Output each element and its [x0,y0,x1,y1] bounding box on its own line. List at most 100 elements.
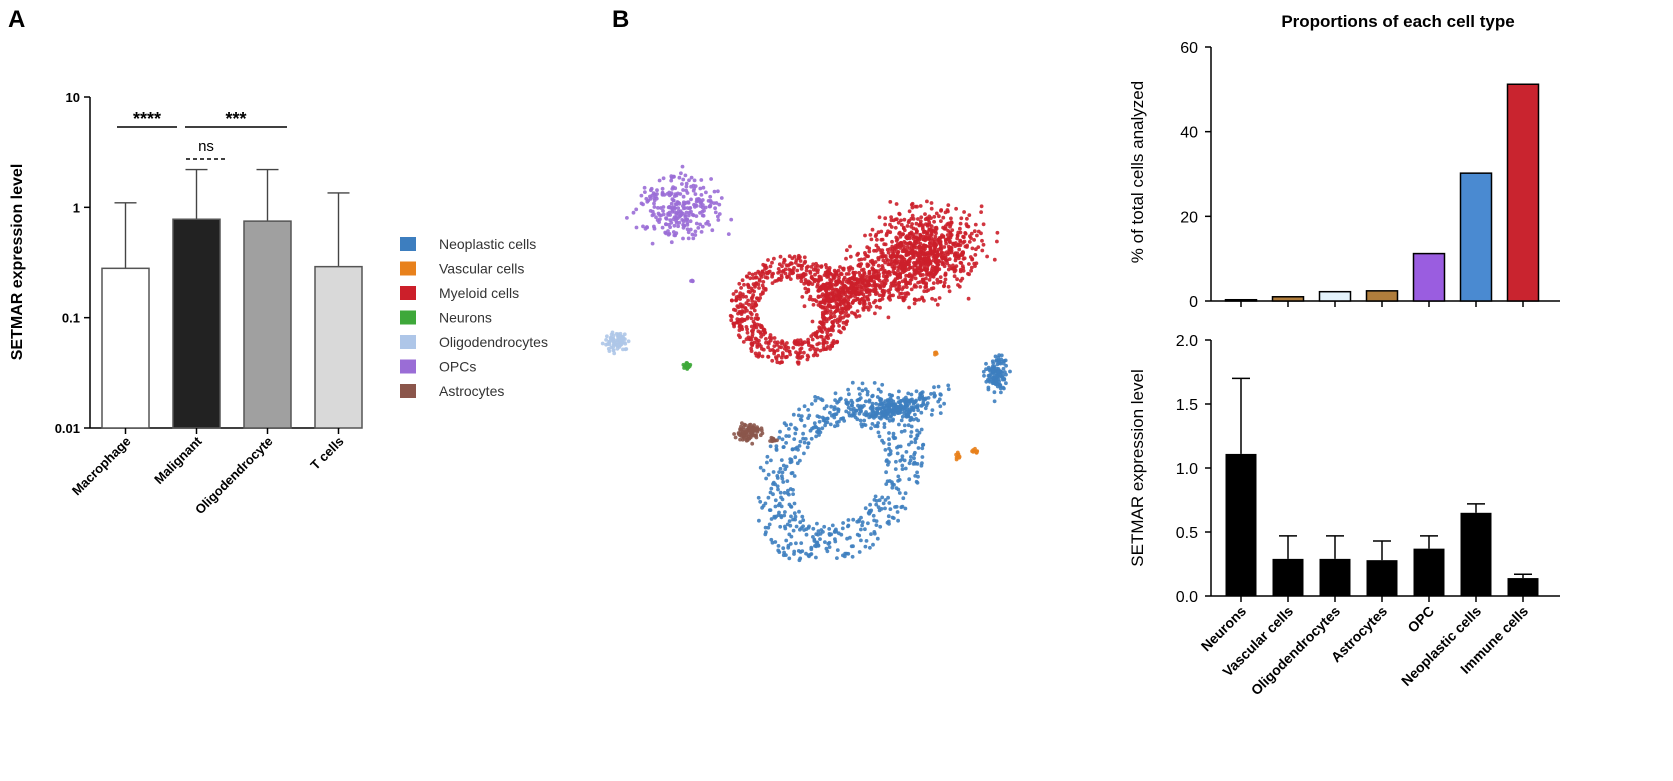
tsne-point-neoplastic-cells [986,387,991,392]
tsne-point-myeloid-cells [905,245,910,249]
tsne-point-myeloid-cells [734,295,739,299]
tsne-point-myeloid-cells [814,299,819,304]
tsne-point-myeloid-cells [889,293,893,298]
tsne-point-neoplastic-cells [999,374,1003,379]
tsne-point-myeloid-cells [751,327,756,332]
tsne-point-myeloid-cells [973,222,978,227]
tsne-point-myeloid-cells [916,240,921,245]
tsne-point-neoplastic-cells [999,357,1004,362]
tsne-point-neoplastic-cells [828,422,833,427]
tsne-point-neoplastic-cells [893,467,898,471]
tsne-point-myeloid-cells [935,280,940,285]
tsne-point-neoplastic-cells [891,431,896,436]
tsne-point-myeloid-cells [901,270,905,275]
tsne-point-myeloid-cells [760,354,765,359]
tsne-point-opcs [634,225,639,230]
tsne-point-myeloid-cells [889,215,893,220]
tsne-point-myeloid-cells [819,265,824,269]
tsne-point-neoplastic-cells [835,548,840,552]
tsne-point-myeloid-cells [806,289,811,294]
tsne-point-myeloid-cells [901,232,905,236]
tsne-point-neoplastic-cells [788,542,793,546]
tsne-point-neoplastic-cells [846,524,850,529]
tsne-point-neoplastic-cells [765,454,770,459]
proportions-y-axis-title: % of total cells analyzed [1128,81,1147,263]
tsne-point-neoplastic-cells [930,408,935,412]
tsne-point-myeloid-cells [916,217,920,221]
tsne-point-oligodendrocytes [611,333,616,338]
tsne-point-opcs [671,230,676,234]
tsne-point-neoplastic-cells [900,454,905,459]
tsne-point-neoplastic-cells [899,429,904,434]
tsne-point-myeloid-cells [917,244,922,249]
tsne-point-oligodendrocytes [611,348,616,353]
tsne-point-neoplastic-cells [895,451,900,456]
tsne-point-neoplastic-cells [809,436,814,441]
tsne-point-neoplastic-cells [872,518,876,523]
tsne-point-myeloid-cells [822,316,827,321]
tsne-point-neoplastic-cells [865,392,870,397]
tsne-point-myeloid-cells [896,220,901,225]
tsne-point-myeloid-cells [751,319,756,324]
tsne-point-opcs [686,236,691,241]
tsne-point-neoplastic-cells [872,530,877,534]
tsne-point-myeloid-cells [951,263,955,268]
tsne-point-neoplastic-cells [892,482,896,487]
tsne-point-opcs [671,198,676,203]
tsne-point-myeloid-cells [823,310,828,314]
tsne-point-neurons [685,367,690,371]
tsne-point-myeloid-cells [750,342,755,347]
tsne-point-myeloid-cells [896,295,901,300]
tsne-point-opcs [677,175,682,180]
tsne-point-myeloid-cells [865,305,870,310]
tsne-point-myeloid-cells [906,262,911,266]
tsne-point-myeloid-cells [752,324,757,329]
tsne-point-neoplastic-cells [850,380,855,385]
tsne-point-neoplastic-cells [938,404,943,409]
tsne-point-myeloid-cells [934,225,939,230]
tsne-point-myeloid-cells [772,344,777,348]
tsne-point-myeloid-cells [755,322,760,327]
tsne-point-neoplastic-cells [812,421,817,426]
tsne-point-myeloid-cells [845,248,849,253]
tsne-point-myeloid-cells [838,330,843,335]
tsne-point-neoplastic-cells [778,524,783,529]
tsne-point-neoplastic-cells [781,546,786,551]
tsne-point-opcs [666,232,671,237]
tsne-point-neoplastic-cells [869,532,873,536]
tsne-point-myeloid-cells [753,275,758,280]
panel-a-x-label: Malignant [151,433,205,487]
expression-bar-astrocytes [1366,560,1398,596]
tsne-point-opcs [694,214,699,219]
tsne-point-myeloid-cells [909,249,914,254]
tsne-point-neoplastic-cells [886,514,891,519]
tsne-point-neoplastic-cells [769,486,774,491]
tsne-point-neoplastic-cells [870,422,875,426]
expression-x-label: Neoplastic cells [1398,603,1484,689]
expression-y-tick-label: 1.0 [1176,461,1198,478]
tsne-point-myeloid-cells [831,324,835,329]
tsne-point-opcs [701,213,706,218]
tsne-point-myeloid-cells [912,271,917,275]
tsne-point-opcs [656,206,660,210]
tsne-point-neoplastic-cells [887,418,892,423]
tsne-point-myeloid-cells [821,286,825,291]
tsne-point-myeloid-cells [837,279,842,284]
tsne-point-neoplastic-cells [901,496,906,501]
tsne-point-myeloid-cells [949,248,954,253]
legend-swatch-opcs [400,359,416,374]
tsne-point-opcs [654,196,659,201]
tsne-point-myeloid-cells [756,282,761,287]
tsne-point-myeloid-cells [830,341,835,345]
tsne-point-myeloid-cells [937,259,941,263]
tsne-point-neoplastic-cells [798,520,803,525]
tsne-point-neoplastic-cells [891,516,896,520]
tsne-point-myeloid-cells [899,242,904,247]
tsne-point-opcs [713,206,717,211]
tsne-point-myeloid-cells [745,316,750,321]
tsne-point-myeloid-cells [884,274,889,279]
tsne-point-myeloid-cells [972,261,977,266]
tsne-point-myeloid-cells [841,320,846,325]
tsne-point-opcs [681,194,686,199]
